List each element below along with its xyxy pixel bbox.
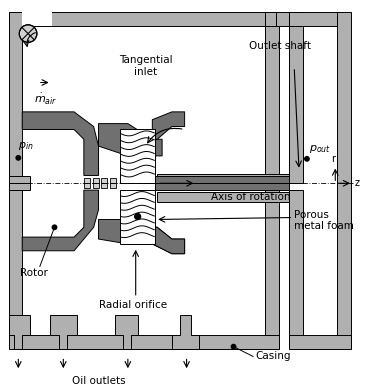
Polygon shape <box>152 227 185 254</box>
Circle shape <box>19 25 37 42</box>
Circle shape <box>52 224 57 230</box>
Circle shape <box>15 155 21 161</box>
Text: Rotor: Rotor <box>20 269 48 278</box>
Circle shape <box>304 156 310 162</box>
Bar <box>8 12 22 335</box>
Bar <box>120 190 155 244</box>
Bar <box>8 335 279 348</box>
Bar <box>102 178 107 183</box>
Bar <box>265 26 279 335</box>
Polygon shape <box>22 112 99 176</box>
Bar <box>110 183 116 188</box>
Polygon shape <box>99 123 162 156</box>
Bar <box>84 178 90 183</box>
Polygon shape <box>152 112 185 139</box>
Text: $\dot{m}_{air}$: $\dot{m}_{air}$ <box>34 92 57 107</box>
Text: Tangential
inlet: Tangential inlet <box>118 55 172 77</box>
Circle shape <box>135 214 141 220</box>
Text: $p_{out}$: $p_{out}$ <box>309 143 331 155</box>
Bar <box>155 176 289 183</box>
Bar <box>93 178 99 183</box>
Text: Porous
metal foam: Porous metal foam <box>294 210 354 231</box>
Bar <box>102 183 107 188</box>
Polygon shape <box>115 315 138 348</box>
Bar <box>289 12 303 183</box>
Text: Radial orifice: Radial orifice <box>99 300 167 310</box>
Circle shape <box>231 344 237 350</box>
Polygon shape <box>8 315 30 348</box>
Bar <box>110 178 116 183</box>
Bar <box>84 183 90 188</box>
Text: r: r <box>331 154 335 164</box>
Bar <box>337 12 351 347</box>
Bar <box>8 12 273 26</box>
Bar <box>289 335 351 348</box>
Bar <box>8 176 30 183</box>
Polygon shape <box>99 220 185 254</box>
Text: Casing: Casing <box>255 352 291 361</box>
Polygon shape <box>22 190 99 251</box>
Bar <box>120 129 155 183</box>
Bar <box>289 190 303 347</box>
Bar <box>289 12 338 26</box>
Bar <box>8 183 30 190</box>
Bar <box>276 12 289 26</box>
Text: Outlet shaft: Outlet shaft <box>248 42 311 51</box>
Bar <box>22 12 52 26</box>
Text: z: z <box>355 178 360 188</box>
Bar <box>265 12 279 26</box>
Text: $p_{in}$: $p_{in}$ <box>18 140 34 152</box>
Polygon shape <box>172 315 199 348</box>
Text: Oil outlets: Oil outlets <box>72 376 125 386</box>
Bar <box>157 174 289 184</box>
Bar <box>157 192 289 202</box>
Text: Axis of rotation: Axis of rotation <box>211 192 290 202</box>
Bar <box>155 183 289 190</box>
Polygon shape <box>50 315 77 348</box>
Bar <box>93 183 99 188</box>
